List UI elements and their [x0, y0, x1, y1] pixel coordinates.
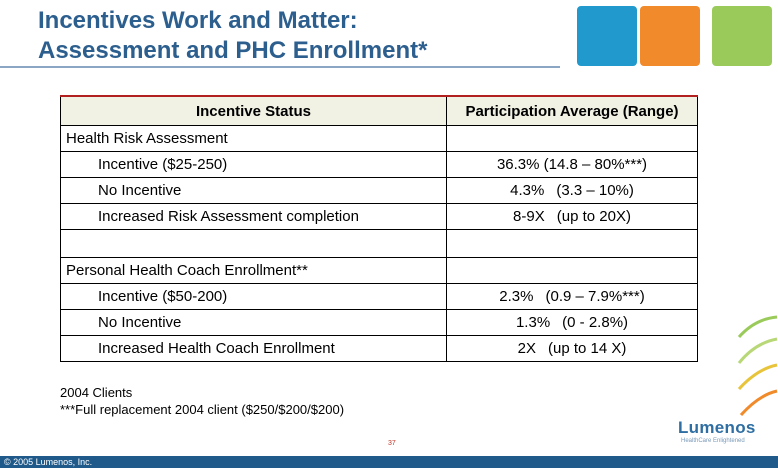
slide-title: Incentives Work and Matter: Assessment a… — [38, 6, 558, 66]
table-row: Incentive ($50-200) 2.3% (0.9 – 7.9%***) — [60, 283, 698, 310]
row-value: 2X (up to 14 X) — [446, 335, 698, 362]
title-divider — [0, 66, 560, 68]
row-value: 8-9X (up to 20X) — [446, 203, 698, 230]
swoosh-orange — [739, 389, 778, 417]
header-incentive-status: Incentive Status — [60, 95, 447, 126]
row-value: 2.3% (0.9 – 7.9%***) — [446, 283, 698, 310]
spacer-row — [60, 229, 698, 258]
copyright-text: © 2005 Lumenos, Inc. — [4, 457, 93, 467]
table-row: No Incentive 1.3% (0 - 2.8%) — [60, 309, 698, 336]
swoosh-yellow — [737, 363, 778, 391]
row-value: 1.3% (0 - 2.8%) — [446, 309, 698, 336]
row-status: Increased Health Coach Enrollment — [60, 335, 447, 362]
row-status: No Incentive — [60, 309, 447, 336]
decor-swooshes — [737, 315, 778, 417]
footer-bar — [0, 456, 778, 468]
slide-title-line2: Assessment and PHC Enrollment* — [38, 37, 428, 64]
section-row-phc: Personal Health Coach Enrollment** — [60, 257, 698, 284]
row-status: Incentive ($50-200) — [60, 283, 447, 310]
row-status: No Incentive — [60, 177, 447, 204]
logo-tagline: HealthCare Enlightened — [681, 438, 745, 444]
footnote-clients: 2004 Clients — [60, 385, 133, 400]
decor-square-blue — [577, 6, 637, 66]
decor-square-green — [712, 6, 772, 66]
table-row: No Incentive 4.3% (3.3 – 10%) — [60, 177, 698, 204]
slide-title-line1: Incentives Work and Matter: — [38, 7, 358, 34]
decor-square-orange — [640, 6, 700, 66]
table-row: Increased Risk Assessment completion 8-9… — [60, 203, 698, 230]
page-number: 37 — [388, 440, 396, 447]
swoosh-green-2 — [737, 337, 778, 364]
section-label: Personal Health Coach Enrollment** — [60, 257, 447, 284]
row-status: Incentive ($25-250) — [60, 151, 447, 178]
row-value: 4.3% (3.3 – 10%) — [446, 177, 698, 204]
section-label: Health Risk Assessment — [60, 125, 447, 152]
logo-name: Lumenos — [678, 418, 756, 437]
footnotes: 2004 Clients ***Full replacement 2004 cl… — [60, 384, 344, 418]
incentive-table: Incentive Status Participation Average (… — [60, 95, 698, 362]
table-header-row: Incentive Status Participation Average (… — [60, 95, 698, 126]
swoosh-green-1 — [737, 315, 778, 339]
section-row-hra: Health Risk Assessment — [60, 125, 698, 152]
header-participation-average: Participation Average (Range) — [446, 95, 698, 126]
table-row: Incentive ($25-250) 36.3% (14.8 – 80%***… — [60, 151, 698, 178]
footnote-replacement: ***Full replacement 2004 client ($250/$2… — [60, 402, 345, 417]
table-row: Increased Health Coach Enrollment 2X (up … — [60, 335, 698, 362]
lumenos-logo: Lumenos HealthCare Enlightened — [678, 418, 756, 444]
row-status: Increased Risk Assessment completion — [60, 203, 447, 230]
row-value: 36.3% (14.8 – 80%***) — [446, 151, 698, 178]
